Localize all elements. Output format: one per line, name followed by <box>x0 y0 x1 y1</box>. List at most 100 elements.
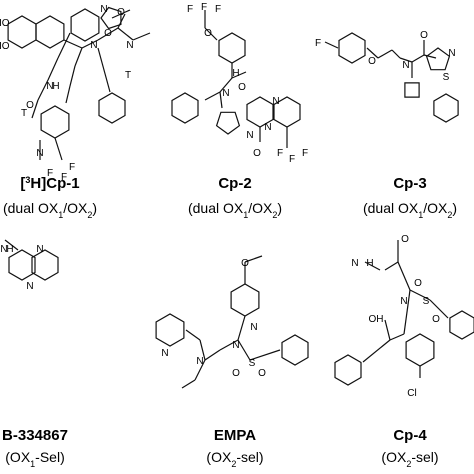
atom-label: N <box>100 4 107 15</box>
bond <box>423 54 437 59</box>
text-run: /OX <box>63 200 88 216</box>
ring <box>338 32 366 64</box>
text-run: (dual OX <box>188 200 244 216</box>
atom-label: O <box>401 234 409 245</box>
atom-label: S <box>443 72 450 83</box>
text-run: -Sel) <box>35 449 65 465</box>
atom-label: N <box>161 348 168 359</box>
bond <box>4 239 19 251</box>
compound: F O O N N S Cp-3 (dual OX1/OX2) <box>315 30 459 220</box>
ring <box>215 111 241 135</box>
atom-label: H <box>366 258 373 269</box>
ring <box>334 354 362 386</box>
text-run: [ <box>20 175 25 192</box>
atom-label: N <box>90 40 97 51</box>
text-run: (OX <box>381 449 407 465</box>
atom-label: T <box>21 108 27 119</box>
text-run: ) <box>277 200 282 216</box>
bond <box>366 47 379 59</box>
atom-label: F <box>215 4 221 15</box>
bond <box>74 47 83 67</box>
atom-label: O <box>432 314 440 325</box>
atom-label: N <box>0 244 7 255</box>
atom-label: F <box>187 4 193 15</box>
ring <box>7 15 37 49</box>
text-run: 2 <box>87 210 92 220</box>
bond <box>57 32 71 59</box>
bond <box>81 39 99 49</box>
atom-label: N <box>36 148 43 159</box>
ring <box>40 105 70 139</box>
bond <box>391 49 401 59</box>
atom-label: N <box>222 88 229 99</box>
compound-name: Cp-4 <box>393 427 427 444</box>
text-run: H]Cp-1 <box>30 175 79 192</box>
atom-label: O <box>232 368 240 379</box>
text-run: -sel) <box>411 449 438 465</box>
bond <box>199 339 206 361</box>
ring <box>425 47 451 71</box>
text-run: 2 <box>447 210 452 220</box>
text-run: 1 <box>30 459 35 469</box>
bond <box>204 349 221 361</box>
atom-label: F <box>315 38 321 49</box>
bond <box>364 261 381 271</box>
bond <box>69 65 76 87</box>
atom-label: N <box>400 296 407 307</box>
atom-label: T <box>125 70 131 81</box>
bond <box>204 91 221 101</box>
atom-label: N <box>246 130 253 141</box>
text-run: (dual OX <box>363 200 419 216</box>
ring <box>230 283 260 317</box>
bond <box>409 289 431 301</box>
text-run: EMPA <box>214 427 256 444</box>
text-run: /OX <box>423 200 448 216</box>
text-run: 1 <box>58 210 63 220</box>
selectivity-label: (dual OX1/OX2) <box>363 200 457 220</box>
text-run: 1 <box>418 210 423 220</box>
atom-label: HO <box>0 18 10 29</box>
compound-name: EMPA <box>214 427 256 444</box>
text-run: (OX <box>5 449 31 465</box>
ring <box>171 92 199 124</box>
bond <box>324 41 339 49</box>
atom-label: N <box>126 40 133 51</box>
bond <box>97 47 111 93</box>
bond <box>389 333 405 341</box>
atom-label: O <box>414 278 422 289</box>
atom-label: S <box>423 296 430 307</box>
ring <box>218 32 246 64</box>
bond <box>185 329 201 341</box>
bond <box>411 54 425 63</box>
text-run: 3 <box>25 175 30 185</box>
selectivity-label: (dual OX1/OX2) <box>188 200 282 220</box>
bond <box>244 255 263 263</box>
compound-name: [3H]Cp-1 <box>20 175 79 192</box>
bond <box>219 339 239 351</box>
bond <box>429 299 449 319</box>
ring <box>449 310 474 340</box>
bond <box>31 99 39 119</box>
atom-label: O <box>204 28 212 39</box>
atom-label: S <box>249 358 256 369</box>
bond <box>384 319 391 341</box>
atom-label: O <box>258 368 266 379</box>
bond <box>249 349 281 361</box>
atom-label: HO <box>0 41 10 52</box>
text-run: Cp-3 <box>393 175 426 192</box>
atom-label: N <box>26 281 33 292</box>
compound-name: Cp-3 <box>393 175 426 192</box>
atom-label: O <box>253 148 261 159</box>
text-run: 2 <box>272 210 277 220</box>
ring <box>8 249 36 281</box>
text-run: Cp-4 <box>393 427 427 444</box>
bond <box>204 27 218 41</box>
bond <box>231 71 247 79</box>
bond <box>97 27 119 41</box>
bond <box>132 32 151 41</box>
selectivity-label: (OX2-sel) <box>206 449 263 469</box>
